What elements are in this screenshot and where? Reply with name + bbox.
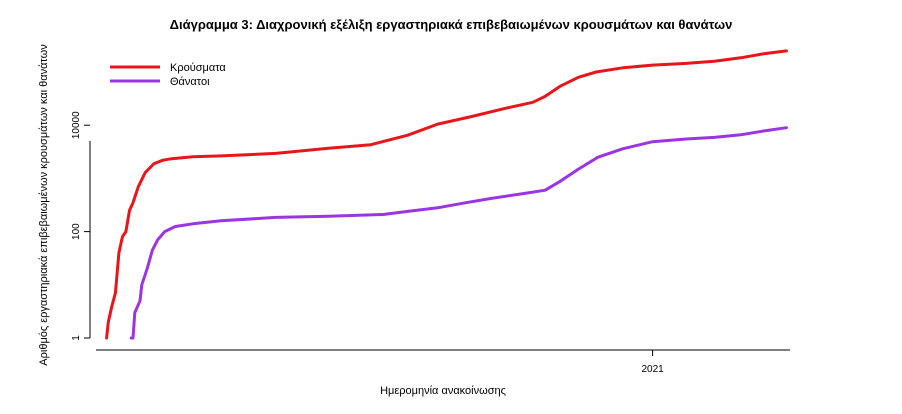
x-axis-label: Ημερομηνία ανακοίνωσης: [380, 385, 506, 397]
x-tick-label: 2021: [641, 364, 664, 375]
legend-label: Θάνατοι: [170, 76, 210, 88]
y-tick-label: 100: [71, 223, 82, 240]
series-line-deaths: [129, 126, 788, 340]
y-tick-label: 1: [71, 335, 82, 341]
y-tick-label: 10000: [71, 111, 82, 139]
chart-title: Διάγραμμα 3: Διαχρονική εξέλιξη εργαστηρ…: [169, 17, 733, 32]
legend-label: Κρούσματα: [170, 62, 226, 74]
legend: Κρούσματα Θάνατοι: [110, 62, 226, 88]
series-line-cases: [105, 49, 788, 340]
